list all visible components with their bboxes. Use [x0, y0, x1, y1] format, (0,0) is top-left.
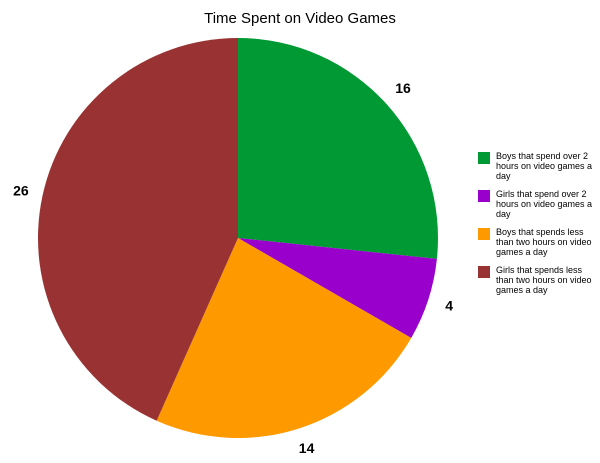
pie-slice: [156, 238, 412, 439]
slice-value-label: 14: [299, 440, 315, 456]
chart-title: Time Spent on Video Games: [204, 10, 396, 27]
legend-swatch: [478, 266, 490, 278]
legend-item: Boys that spend over 2 hours on video ga…: [478, 151, 593, 181]
legend-item: Boys that spends less than two hours on …: [478, 227, 593, 257]
legend-label: Girls that spends less than two hours on…: [496, 265, 592, 295]
legend-label: Girls that spend over 2 hours on video g…: [496, 189, 593, 219]
legend-item: Girls that spend over 2 hours on video g…: [478, 189, 593, 219]
legend-swatch: [478, 228, 490, 240]
legend-item: Girls that spends less than two hours on…: [478, 265, 593, 295]
legend-swatch: [478, 152, 490, 164]
legend-swatch: [478, 190, 490, 202]
pie-slice: [238, 238, 437, 338]
slice-value-label: 4: [445, 297, 453, 313]
pie-slice: [37, 38, 238, 421]
legend-label: Boys that spends less than two hours on …: [496, 227, 592, 257]
pie-slice: [238, 38, 438, 259]
legend: Boys that spend over 2 hours on video ga…: [478, 151, 593, 303]
slice-value-label: 26: [13, 183, 29, 199]
legend-label: Boys that spend over 2 hours on video ga…: [496, 151, 593, 181]
slice-value-label: 16: [395, 80, 411, 96]
